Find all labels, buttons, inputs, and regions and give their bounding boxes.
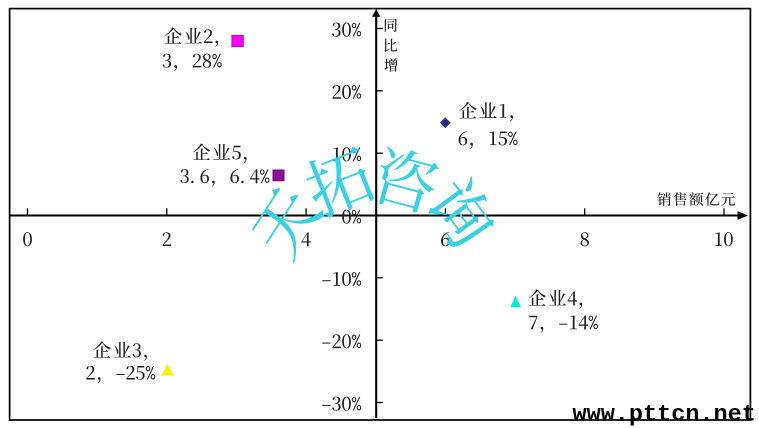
svg-text:www.pttcn.net: www.pttcn.net [573, 402, 756, 428]
